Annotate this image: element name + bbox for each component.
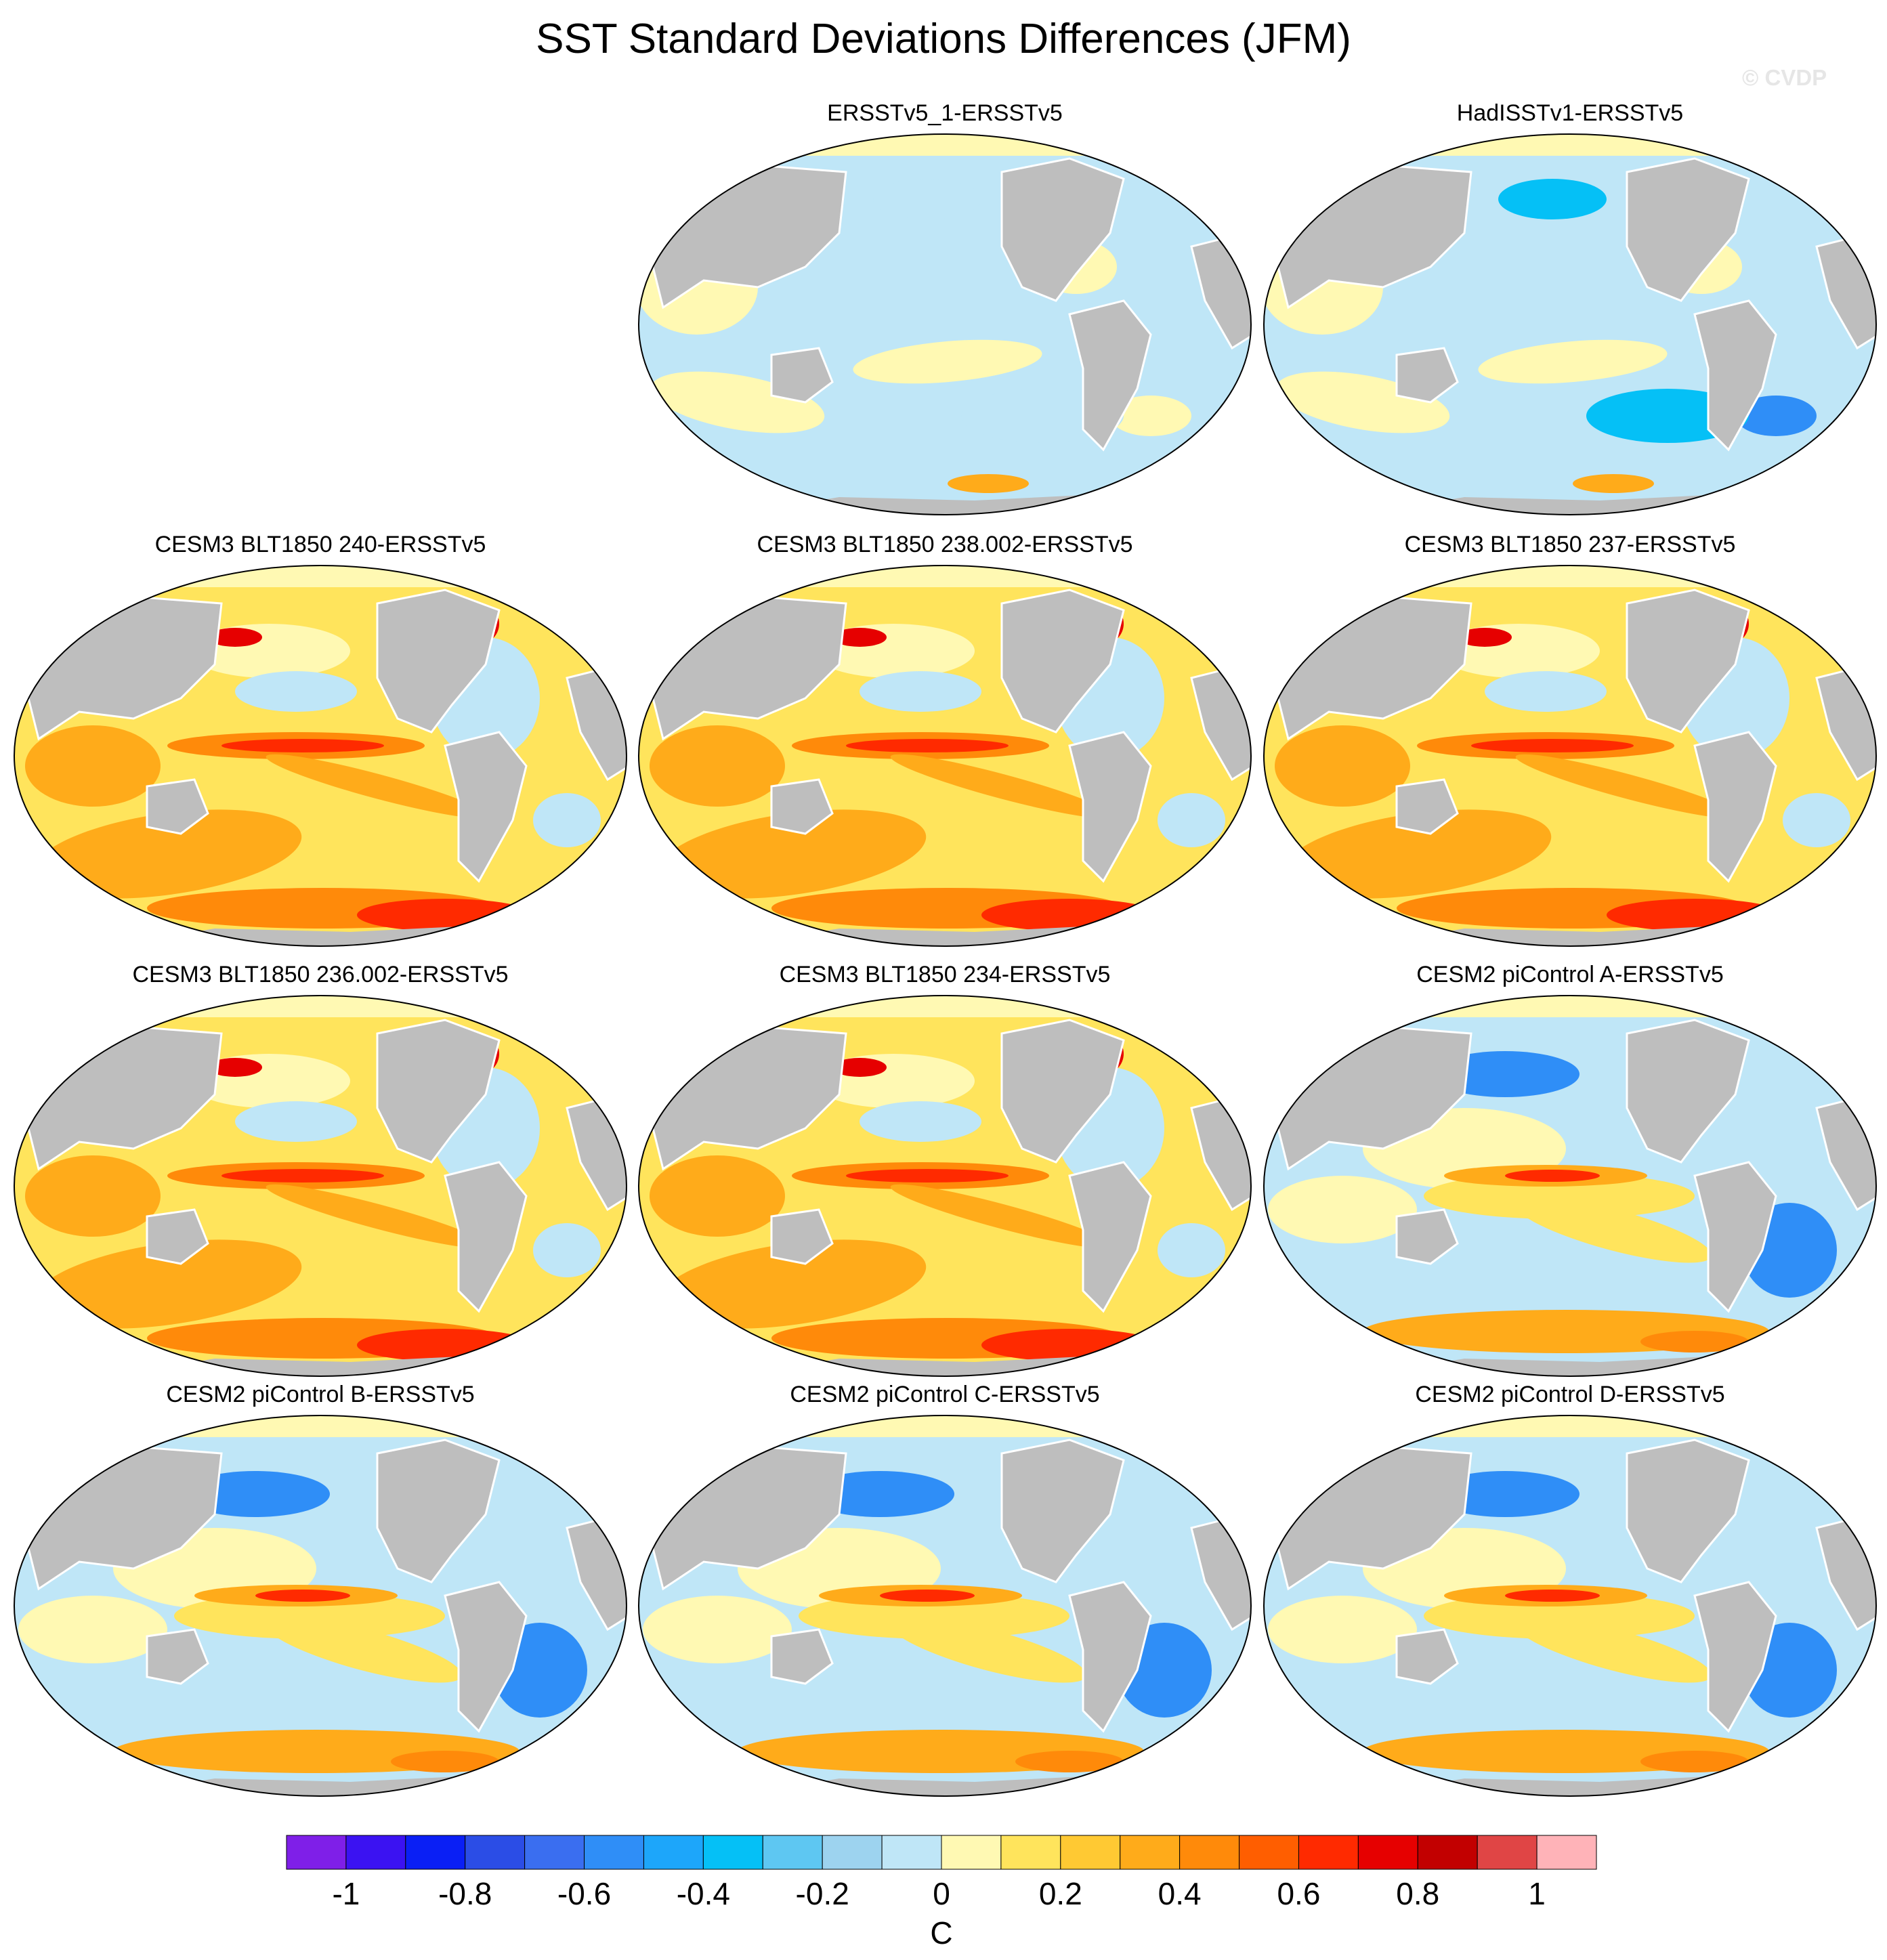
colorbar: -1 -0.8 -0.6 -0.4 -0.2 0 0.2 0.4 0.6 0.8 1 C xyxy=(286,1835,1597,1951)
panel-title: CESM2 piControl C-ERSSTv5 xyxy=(790,1382,1100,1407)
colorbar-swatch xyxy=(584,1835,644,1870)
map-panel: CESM2 piControl B-ERSSTv5 xyxy=(12,1382,629,1805)
map-panel: CESM3 BLT1850 237-ERSSTv5 xyxy=(1261,532,1879,955)
colorbar-swatch xyxy=(465,1835,526,1870)
panel-title: CESM3 BLT1850 240-ERSSTv5 xyxy=(154,532,486,557)
global-sst-difference-map xyxy=(14,995,627,1377)
figure-title: SST Standard Deviations Differences (JFM… xyxy=(536,16,1351,62)
colorbar-swatch xyxy=(1060,1835,1121,1870)
colorbar-swatch xyxy=(524,1835,585,1870)
colorbar-tick-label: -0.4 xyxy=(677,1876,730,1911)
global-sst-difference-map xyxy=(638,995,1252,1377)
colorbar-tick-label: -0.6 xyxy=(557,1876,611,1911)
cvdp-watermark: © CVDP xyxy=(1742,65,1827,90)
colorbar-swatch xyxy=(822,1835,883,1870)
global-sst-difference-map xyxy=(1263,133,1877,515)
map-panel: CESM2 piControl D-ERSSTv5 xyxy=(1261,1382,1879,1805)
colorbar-swatch xyxy=(1120,1835,1181,1870)
colorbar-tick-label: -0.2 xyxy=(796,1876,849,1911)
colorbar-swatch xyxy=(1000,1835,1061,1870)
global-sst-difference-map xyxy=(638,1415,1252,1797)
colorbar-swatch xyxy=(1357,1835,1418,1870)
colorbar-swatch xyxy=(1239,1835,1299,1870)
colorbar-swatch xyxy=(1417,1835,1478,1870)
colorbar-swatch xyxy=(405,1835,466,1870)
panel-title: CESM3 BLT1850 237-ERSSTv5 xyxy=(1404,532,1736,557)
global-sst-difference-map xyxy=(638,565,1252,947)
map-panel: ERSSTv5_1-ERSSTv5 xyxy=(636,100,1254,524)
panel-title: CESM3 BLT1850 236.002-ERSSTv5 xyxy=(132,962,509,987)
colorbar-swatch xyxy=(345,1835,406,1870)
colorbar-tick-label: 0.6 xyxy=(1277,1876,1320,1911)
colorbar-tick-label: 0.4 xyxy=(1158,1876,1202,1911)
panel-title: CESM3 BLT1850 238.002-ERSSTv5 xyxy=(757,532,1133,557)
colorbar-swatch xyxy=(286,1835,347,1870)
map-panel: CESM2 piControl A-ERSSTv5 xyxy=(1261,962,1879,1385)
global-sst-difference-map xyxy=(14,565,627,947)
colorbar-swatch xyxy=(643,1835,704,1870)
map-panel: CESM3 BLT1850 234-ERSSTv5 xyxy=(636,962,1254,1385)
colorbar-swatch xyxy=(1536,1835,1597,1870)
map-panel: CESM3 BLT1850 240-ERSSTv5 xyxy=(12,532,629,955)
colorbar-swatch xyxy=(941,1835,1002,1870)
global-sst-difference-map xyxy=(1263,565,1877,947)
colorbar-tick-label: 0 xyxy=(933,1876,950,1911)
colorbar-tick-label: -1 xyxy=(332,1876,360,1911)
colorbar-tick-label: 0.2 xyxy=(1039,1876,1082,1911)
colorbar-tick-label: 1 xyxy=(1528,1876,1546,1911)
colorbar-swatch xyxy=(1179,1835,1240,1870)
panel-title: CESM2 piControl D-ERSSTv5 xyxy=(1415,1382,1725,1407)
map-panel: HadISSTv1-ERSSTv5 xyxy=(1261,100,1879,524)
global-sst-difference-map xyxy=(14,1415,627,1797)
map-panel: CESM2 piControl C-ERSSTv5 xyxy=(636,1382,1254,1805)
panel-title: ERSSTv5_1-ERSSTv5 xyxy=(827,100,1063,126)
colorbar-swatch xyxy=(702,1835,763,1870)
global-sst-difference-map xyxy=(638,133,1252,515)
colorbar-tick-label: -0.8 xyxy=(438,1876,492,1911)
global-sst-difference-map xyxy=(1263,995,1877,1377)
colorbar-swatch xyxy=(762,1835,823,1870)
colorbar-swatch xyxy=(1477,1835,1538,1870)
colorbar-swatch xyxy=(881,1835,942,1870)
panel-title: CESM3 BLT1850 234-ERSSTv5 xyxy=(779,962,1111,987)
panel-title: HadISSTv1-ERSSTv5 xyxy=(1456,100,1684,126)
global-sst-difference-map xyxy=(1263,1415,1877,1797)
colorbar-swatch xyxy=(1298,1835,1359,1870)
map-panel: CESM3 BLT1850 236.002-ERSSTv5 xyxy=(12,962,629,1385)
colorbar-unit-label: C xyxy=(930,1915,952,1951)
map-panel: CESM3 BLT1850 238.002-ERSSTv5 xyxy=(636,532,1254,955)
panel-title: CESM2 piControl B-ERSSTv5 xyxy=(166,1382,475,1407)
panel-title: CESM2 piControl A-ERSSTv5 xyxy=(1416,962,1724,987)
colorbar-tick-label: 0.8 xyxy=(1396,1876,1439,1911)
